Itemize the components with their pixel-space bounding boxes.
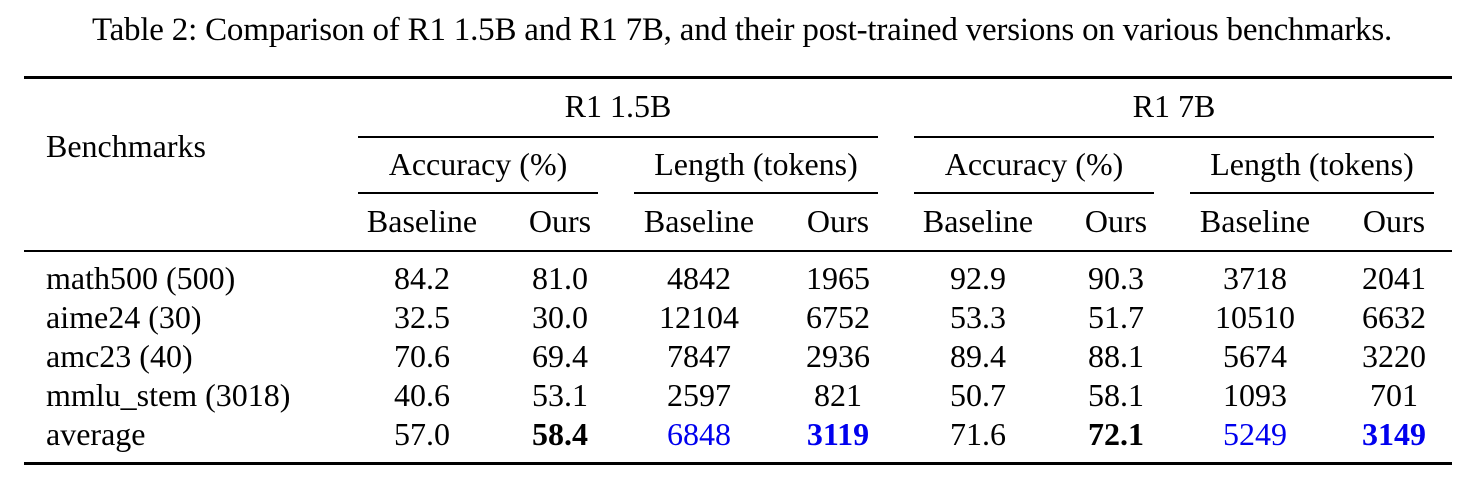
header-col-baseline: Baseline (366, 203, 478, 239)
table-cell: 3149 (1362, 416, 1426, 452)
table-cell: 5674 (1223, 338, 1287, 374)
table-cell: 12104 (659, 299, 739, 335)
bottom-rule (24, 462, 1452, 465)
table-caption: Table 2: Comparison of R1 1.5B and R1 7B… (91, 12, 1393, 48)
header-col-baseline: Baseline (1199, 203, 1311, 239)
row-label: average (46, 416, 146, 452)
header-metric-accuracy-7b: Accuracy (%) (944, 146, 1124, 182)
header-rule (24, 250, 1452, 252)
header-col-baseline: Baseline (922, 203, 1034, 239)
header-col-ours: Ours (806, 203, 870, 239)
table-cell: 30.0 (532, 299, 588, 335)
row-label: math500 (500) (46, 260, 236, 296)
table-cell: 88.1 (1088, 338, 1144, 374)
table-cell: 2041 (1362, 260, 1426, 296)
table-cell: 1093 (1223, 377, 1287, 413)
table-cell: 2936 (806, 338, 870, 374)
table-cell: 6752 (806, 299, 870, 335)
table-cell: 70.6 (394, 338, 450, 374)
table-cell: 40.6 (394, 377, 450, 413)
cmidrule-len-7b (1190, 192, 1434, 194)
table-cell: 3220 (1362, 338, 1426, 374)
table-cell: 4842 (667, 260, 731, 296)
header-col-ours: Ours (528, 203, 592, 239)
table-cell: 71.6 (950, 416, 1006, 452)
table-cell: 3119 (806, 416, 870, 452)
table-cell: 92.9 (950, 260, 1006, 296)
header-metric-accuracy-1-5b: Accuracy (%) (388, 146, 568, 182)
table-cell: 6848 (667, 416, 731, 452)
table-cell: 821 (814, 377, 862, 413)
cmidrule-acc-7b (914, 192, 1154, 194)
table-cell: 50.7 (950, 377, 1006, 413)
row-label: mmlu_stem (3018) (46, 377, 291, 413)
table-cell: 10510 (1215, 299, 1295, 335)
table-cell: 2597 (667, 377, 731, 413)
table-cell: 84.2 (394, 260, 450, 296)
row-label: amc23 (40) (46, 338, 193, 374)
table-cell: 72.1 (1088, 416, 1144, 452)
header-col-ours: Ours (1362, 203, 1426, 239)
table-cell: 81.0 (532, 260, 588, 296)
table-cell: 3718 (1223, 260, 1287, 296)
table-cell: 5249 (1223, 416, 1287, 452)
row-label: aime24 (30) (46, 299, 202, 335)
header-model-r1-7b: R1 7B (1132, 88, 1216, 124)
header-metric-length-1-5b: Length (tokens) (654, 146, 858, 182)
table-cell: 69.4 (532, 338, 588, 374)
header-metric-length-7b: Length (tokens) (1210, 146, 1414, 182)
table-cell: 53.3 (950, 299, 1006, 335)
top-rule (24, 76, 1452, 79)
header-col-ours: Ours (1084, 203, 1148, 239)
cmidrule-len-1-5b (634, 192, 878, 194)
table-cell: 58.4 (532, 416, 588, 452)
table-cell: 89.4 (950, 338, 1006, 374)
table-cell: 58.1 (1088, 377, 1144, 413)
table-cell: 32.5 (394, 299, 450, 335)
header-col-baseline: Baseline (643, 203, 755, 239)
table-cell: 51.7 (1088, 299, 1144, 335)
table-cell: 6632 (1362, 299, 1426, 335)
table-cell: 53.1 (532, 377, 588, 413)
table-cell: 57.0 (394, 416, 450, 452)
cmidrule-acc-1-5b (358, 192, 598, 194)
cmidrule-r1-7b (914, 136, 1434, 138)
table-cell: 1965 (806, 260, 870, 296)
table-cell: 701 (1370, 377, 1418, 413)
header-model-r1-1-5b: R1 1.5B (564, 88, 672, 124)
table-cell: 90.3 (1088, 260, 1144, 296)
cmidrule-r1-1-5b (358, 136, 878, 138)
header-benchmarks: Benchmarks (46, 128, 206, 164)
table-cell: 7847 (667, 338, 731, 374)
